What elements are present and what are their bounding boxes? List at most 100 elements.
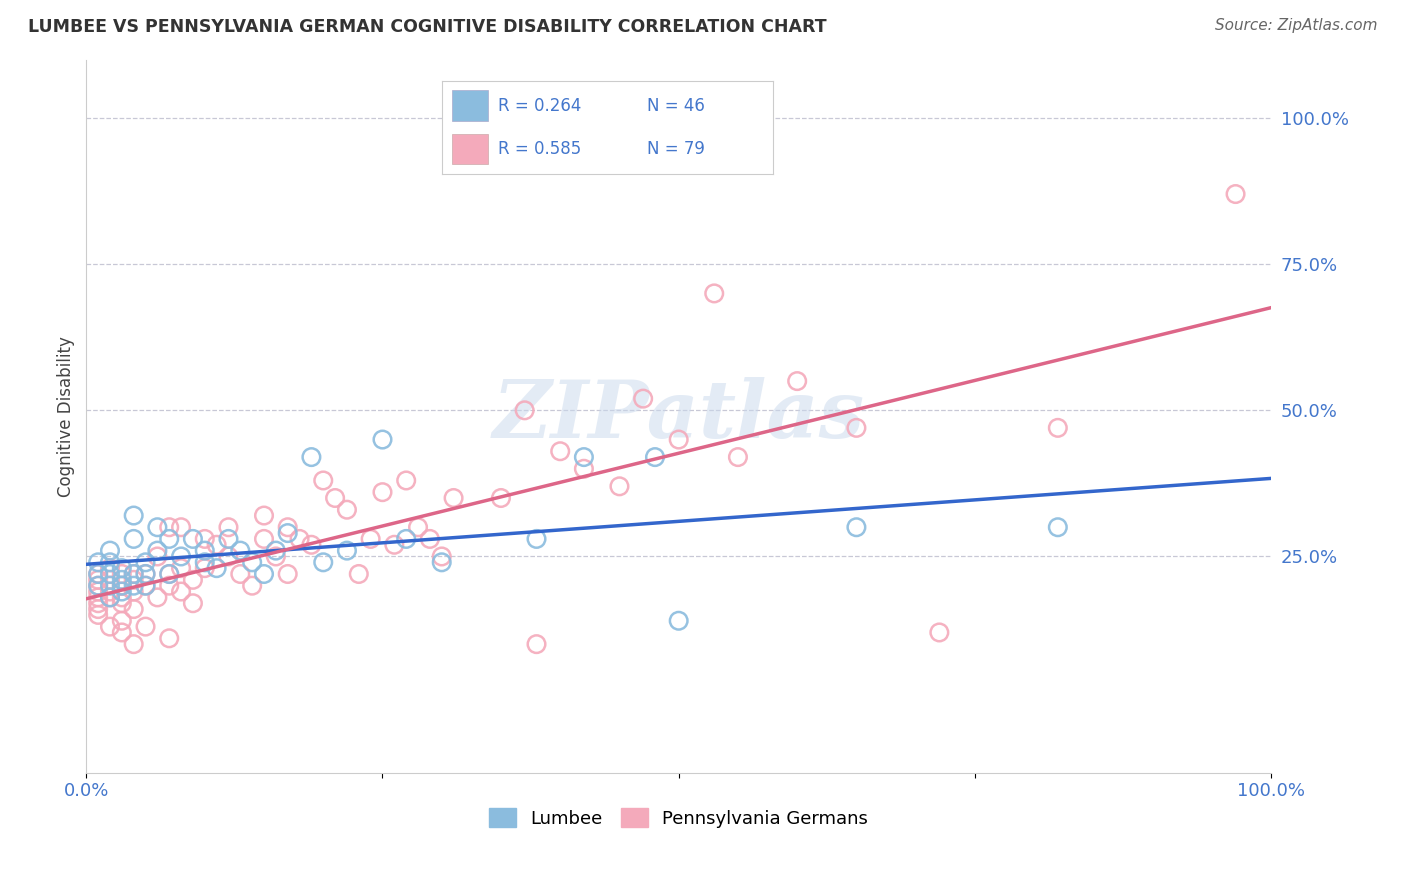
Point — [609, 479, 631, 493]
Point — [87, 566, 110, 581]
Point — [98, 566, 121, 581]
Point — [98, 619, 121, 633]
Point — [217, 520, 239, 534]
Point — [87, 596, 110, 610]
Point — [122, 637, 145, 651]
Point — [98, 555, 121, 569]
Point — [205, 538, 228, 552]
Point — [526, 637, 548, 651]
Point — [548, 444, 571, 458]
Point — [727, 450, 749, 464]
Point — [87, 579, 110, 593]
Point — [194, 561, 217, 575]
Point — [644, 450, 666, 464]
Point — [371, 433, 394, 447]
Point — [336, 502, 359, 516]
Point — [703, 286, 725, 301]
Point — [229, 566, 252, 581]
Point — [87, 566, 110, 581]
Point — [87, 579, 110, 593]
Point — [360, 532, 382, 546]
Point — [277, 520, 299, 534]
Point — [146, 591, 169, 605]
Point — [122, 584, 145, 599]
Point — [111, 579, 134, 593]
Text: LUMBEE VS PENNSYLVANIA GERMAN COGNITIVE DISABILITY CORRELATION CHART: LUMBEE VS PENNSYLVANIA GERMAN COGNITIVE … — [28, 18, 827, 36]
Point — [240, 579, 263, 593]
Point — [572, 462, 595, 476]
Point — [135, 566, 157, 581]
Point — [111, 625, 134, 640]
Point — [443, 491, 465, 505]
Point — [98, 573, 121, 587]
Point — [87, 573, 110, 587]
Point — [253, 532, 276, 546]
Point — [347, 566, 370, 581]
Point — [288, 532, 311, 546]
Point — [312, 474, 335, 488]
Point — [111, 614, 134, 628]
Text: ZIPatlas: ZIPatlas — [492, 377, 865, 455]
Point — [135, 555, 157, 569]
Point — [419, 532, 441, 546]
Point — [135, 566, 157, 581]
Legend: Lumbee, Pennsylvania Germans: Lumbee, Pennsylvania Germans — [482, 801, 876, 835]
Point — [406, 520, 429, 534]
Point — [146, 520, 169, 534]
Point — [253, 508, 276, 523]
Point — [299, 538, 322, 552]
Point — [430, 549, 453, 564]
Point — [194, 532, 217, 546]
Point — [111, 566, 134, 581]
Point — [111, 561, 134, 575]
Point — [122, 602, 145, 616]
Point — [382, 538, 405, 552]
Point — [371, 485, 394, 500]
Point — [170, 561, 193, 575]
Point — [157, 532, 180, 546]
Point — [135, 579, 157, 593]
Point — [194, 543, 217, 558]
Point — [157, 632, 180, 646]
Point — [111, 596, 134, 610]
Point — [1225, 187, 1247, 202]
Point — [135, 579, 157, 593]
Point — [98, 584, 121, 599]
Point — [277, 526, 299, 541]
Point — [395, 532, 418, 546]
Point — [157, 579, 180, 593]
Point — [111, 584, 134, 599]
Point — [513, 403, 536, 417]
Point — [146, 549, 169, 564]
Point — [111, 573, 134, 587]
Point — [122, 579, 145, 593]
Y-axis label: Cognitive Disability: Cognitive Disability — [58, 335, 75, 497]
Point — [845, 421, 868, 435]
Point — [170, 549, 193, 564]
Point — [98, 543, 121, 558]
Point — [194, 555, 217, 569]
Point — [170, 584, 193, 599]
Point — [157, 520, 180, 534]
Point — [928, 625, 950, 640]
Point — [395, 474, 418, 488]
Point — [217, 532, 239, 546]
Point — [240, 555, 263, 569]
Point — [87, 602, 110, 616]
Point — [157, 566, 180, 581]
Point — [122, 566, 145, 581]
Point — [98, 561, 121, 575]
Point — [217, 549, 239, 564]
Point — [229, 543, 252, 558]
Point — [526, 532, 548, 546]
Point — [845, 520, 868, 534]
Point — [323, 491, 346, 505]
Point — [668, 614, 690, 628]
Point — [170, 520, 193, 534]
Point — [264, 543, 287, 558]
Point — [122, 508, 145, 523]
Point — [135, 619, 157, 633]
Point — [489, 491, 512, 505]
Point — [98, 591, 121, 605]
Point — [87, 555, 110, 569]
